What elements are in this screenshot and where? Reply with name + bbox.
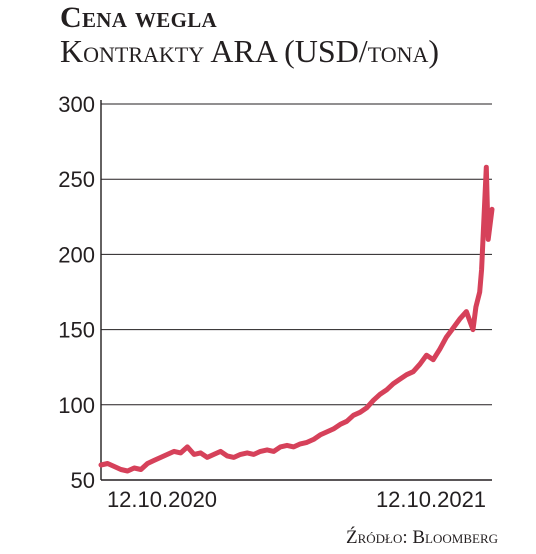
y-tick-label: 250: [58, 167, 95, 192]
series-line-coal-price: [98, 164, 495, 474]
y-axis-tick-labels: 300 250 200 150 100 50: [58, 92, 95, 493]
chart-title: Cena wegla: [60, 1, 218, 34]
y-tick-label: 200: [58, 242, 95, 267]
x-axis-tick-labels: 12.10.2020 12.10.2021: [107, 487, 486, 512]
y-tick-label: 100: [58, 393, 95, 418]
y-tick-label: 50: [71, 468, 95, 493]
gridlines: [101, 103, 492, 406]
y-tick-label: 300: [58, 92, 95, 117]
source-note: Źródło: Bloomberg: [345, 527, 498, 548]
chart-subtitle: Kontrakty ARA (USD/tona): [60, 33, 440, 69]
x-tick-label: 12.10.2021: [376, 487, 486, 512]
x-tick-label: 12.10.2020: [107, 487, 217, 512]
y-tick-label: 150: [58, 318, 95, 343]
